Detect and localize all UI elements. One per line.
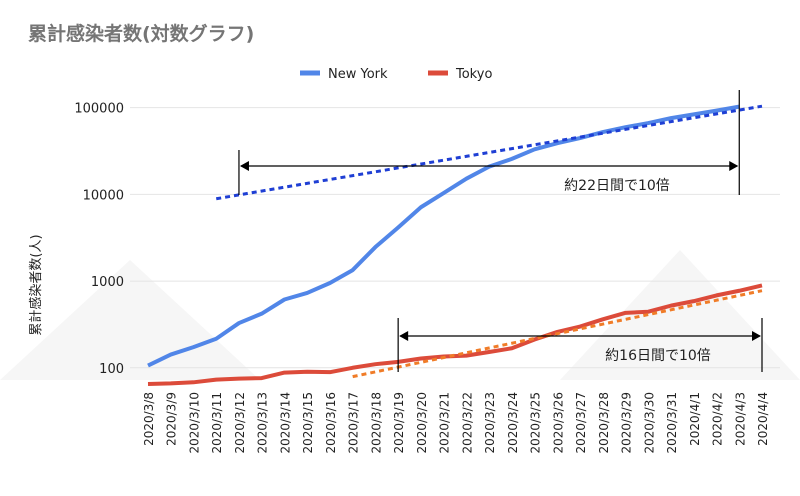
y-tick-label: 100: [99, 362, 124, 377]
legend-label: Tokyo: [455, 67, 492, 82]
trend-line: [215, 104, 763, 201]
y-tick-label: 100000: [74, 102, 124, 117]
legend-label: New York: [328, 67, 388, 82]
x-tick-label: 2020/3/22: [460, 392, 474, 454]
x-tick-label: 2020/3/31: [665, 392, 679, 454]
x-tick-label: 2020/3/11: [210, 392, 224, 454]
x-tick-label: 2020/3/12: [233, 392, 247, 454]
x-tick-label: 2020/3/23: [483, 392, 497, 454]
x-tick-label: 2020/3/15: [301, 392, 315, 454]
x-tick-label: 2020/3/18: [369, 392, 383, 454]
x-tick-label: 2020/3/29: [620, 392, 634, 454]
y-tick-label: 1000: [91, 275, 124, 290]
x-tick-label: 2020/3/13: [256, 392, 270, 454]
arrow-head: [729, 161, 739, 171]
series-line: [147, 104, 740, 368]
x-tick-label: 2020/3/27: [574, 392, 588, 454]
trend-line: [352, 289, 763, 379]
chart-title: 累計感染者数(対数グラフ): [28, 22, 254, 45]
x-tick-label: 2020/3/14: [278, 392, 292, 454]
background-shape: [560, 250, 800, 380]
y-axis-label: 累計感染者数(人): [28, 234, 44, 335]
annotation-text: 約22日間で10倍: [564, 178, 670, 194]
x-tick-label: 2020/3/21: [438, 392, 452, 454]
x-tick-label: 2020/3/10: [187, 392, 201, 454]
x-tick-label: 2020/4/1: [688, 392, 702, 446]
arrow-head: [752, 331, 761, 341]
x-tick-label: 2020/3/26: [551, 392, 565, 454]
x-tick-label: 2020/3/20: [415, 392, 429, 454]
x-tick-label: 2020/3/8: [142, 392, 156, 446]
x-tick-label: 2020/3/17: [347, 392, 361, 454]
x-tick-label: 2020/4/4: [756, 392, 770, 446]
x-tick-label: 2020/3/28: [597, 392, 611, 454]
x-tick-label: 2020/3/30: [642, 392, 656, 454]
x-tick-label: 2020/3/16: [324, 392, 338, 454]
x-tick-label: 2020/3/24: [506, 392, 520, 454]
x-tick-label: 2020/3/25: [529, 392, 543, 454]
background-shape: [0, 260, 260, 380]
x-tick-label: 2020/4/3: [733, 392, 747, 446]
x-tick-label: 2020/3/9: [165, 392, 179, 446]
series-line: [147, 283, 763, 386]
y-tick-label: 10000: [83, 188, 124, 203]
arrow-head: [239, 161, 249, 171]
x-tick-label: 2020/4/2: [711, 392, 725, 446]
annotation-text: 約16日間で10倍: [605, 348, 711, 364]
x-tick-label: 2020/3/19: [392, 392, 406, 454]
arrow-head: [399, 331, 409, 341]
